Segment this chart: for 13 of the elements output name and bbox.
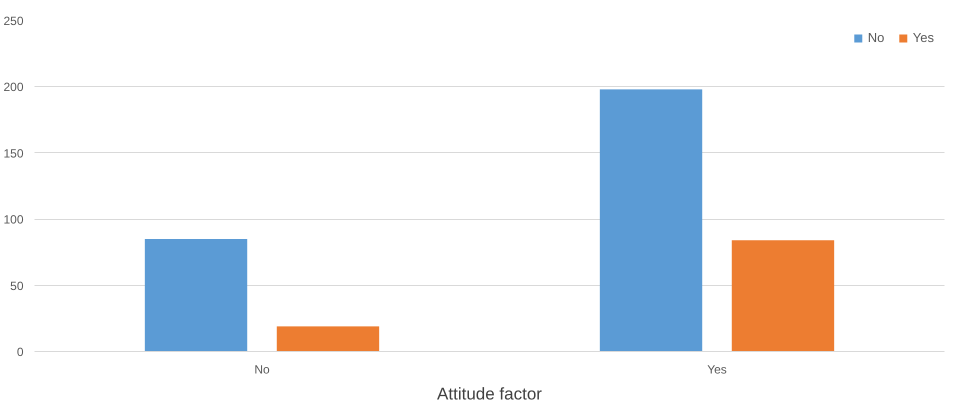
x-axis-title: Attitude factor: [437, 384, 542, 404]
bar: [144, 238, 248, 352]
bar: [276, 326, 380, 352]
y-tick-label: 200: [3, 80, 24, 94]
bar: [600, 89, 702, 352]
legend-label: Yes: [912, 30, 934, 45]
y-tick-label: 50: [10, 278, 24, 293]
legend-label: No: [868, 30, 886, 45]
y-tick-label: 250: [3, 14, 24, 28]
y-tick-label: 100: [3, 212, 24, 227]
y-tick-label: 150: [3, 146, 24, 160]
bar: [732, 240, 834, 352]
y-tick-label: 0: [16, 345, 24, 359]
